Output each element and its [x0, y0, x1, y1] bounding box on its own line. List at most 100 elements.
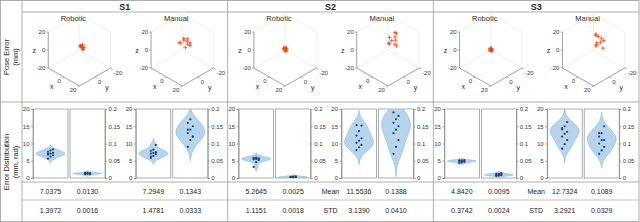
box-edge	[491, 14, 522, 32]
data-point	[500, 174, 502, 176]
tick: 0.1	[105, 141, 118, 147]
tick: 0.2	[311, 106, 324, 112]
tick-label: -20	[422, 70, 431, 76]
tick-mark	[252, 68, 254, 69]
tick-mark	[414, 161, 416, 162]
tick-mark	[208, 109, 210, 110]
tick-mark	[576, 77, 578, 78]
violin-group	[176, 109, 205, 161]
pose-point	[387, 41, 391, 45]
tick-mark	[414, 126, 416, 127]
table-value: 0.0024	[488, 207, 510, 214]
tick: 0.15	[414, 124, 430, 130]
right-axis: 00.050.10.150.2	[414, 106, 430, 181]
table-value: 0.0333	[180, 207, 202, 214]
data-point	[358, 146, 360, 148]
tick-mark	[404, 77, 406, 78]
data-point	[52, 154, 54, 156]
data-point	[89, 173, 91, 175]
data-point	[566, 121, 568, 123]
tick: 0	[311, 175, 319, 181]
data-point	[458, 159, 460, 161]
tick: 0.15	[619, 124, 635, 130]
table-row-label: Mean	[322, 188, 340, 195]
violin-group	[279, 174, 308, 178]
row-label: Error Distribution	[2, 134, 11, 190]
pose-point	[602, 39, 606, 43]
tick-label: 0	[129, 175, 133, 181]
data-point	[47, 153, 49, 155]
tick-mark	[31, 161, 33, 162]
violin	[242, 153, 271, 172]
tick: 0	[619, 175, 627, 181]
tick-label: 0.15	[623, 124, 635, 130]
tick-mark	[355, 50, 357, 51]
tick-mark	[370, 77, 372, 78]
violin	[279, 174, 308, 178]
data-point	[358, 130, 360, 132]
tick-label: 0.15	[211, 124, 223, 130]
data-point	[84, 172, 86, 174]
tick-label: 20	[228, 106, 235, 112]
tick: 20	[537, 106, 547, 112]
tick-mark	[95, 77, 97, 78]
tick: 15	[228, 124, 238, 130]
tick-label: 20	[70, 87, 77, 93]
tick-label: 0	[556, 47, 560, 53]
data-point	[155, 153, 157, 155]
tick-mark	[619, 144, 621, 145]
data-point	[290, 177, 292, 178]
axis-title: x	[359, 83, 363, 90]
box-edge	[357, 50, 388, 68]
data-point	[355, 124, 357, 126]
tick-mark	[134, 109, 136, 110]
tick-mark	[311, 161, 313, 162]
axis-line	[106, 110, 108, 179]
data-point	[49, 149, 51, 151]
tick-label: 20	[39, 29, 46, 35]
tick-label: 0.2	[314, 106, 323, 112]
table-value: 0.0410	[385, 207, 407, 214]
axis-line	[134, 110, 137, 179]
tick-label: 0	[248, 47, 252, 53]
data-point	[47, 153, 49, 155]
pose-points	[387, 30, 399, 48]
tick-label: 0	[623, 175, 627, 181]
pose-point	[596, 35, 600, 39]
violin	[382, 109, 411, 177]
tick: 20	[126, 106, 136, 112]
violin-group	[382, 109, 411, 177]
axis-title: z	[238, 47, 242, 54]
data-point	[397, 115, 399, 117]
table-row-label: Mean	[527, 188, 545, 195]
axis-line	[620, 110, 622, 179]
data-point	[358, 140, 360, 142]
tick: 0.05	[619, 158, 635, 164]
table-value: 1.1151	[246, 207, 267, 214]
table-value: 0.0329	[591, 207, 613, 214]
panel-frame	[547, 109, 582, 178]
tick-label: 10	[331, 141, 338, 147]
tick: 0	[516, 175, 524, 181]
pose-axes: 020-200-20020xyz	[32, 14, 122, 93]
tick-mark	[237, 161, 239, 162]
tick: 15	[23, 124, 33, 130]
tick-label: 0.15	[314, 124, 326, 130]
tick-label: 0	[407, 79, 411, 85]
tick: 0.15	[311, 124, 327, 130]
tick-mark	[237, 109, 239, 110]
tick-mark	[545, 126, 547, 127]
tick-label: 0	[109, 175, 113, 181]
tick-label: 0.05	[109, 158, 121, 164]
axis-line	[517, 110, 519, 179]
table-value: 0.0018	[282, 207, 304, 214]
data-point	[355, 142, 357, 144]
tick-mark	[180, 86, 182, 87]
box-edge	[460, 14, 491, 32]
tick-mark	[31, 144, 33, 145]
tick-label: 0.05	[417, 158, 429, 164]
tick-label: 0	[145, 47, 149, 53]
right-axis: 00.050.10.150.2	[516, 106, 532, 181]
tick-mark	[414, 178, 416, 179]
table-value: 7.2949	[143, 188, 165, 195]
